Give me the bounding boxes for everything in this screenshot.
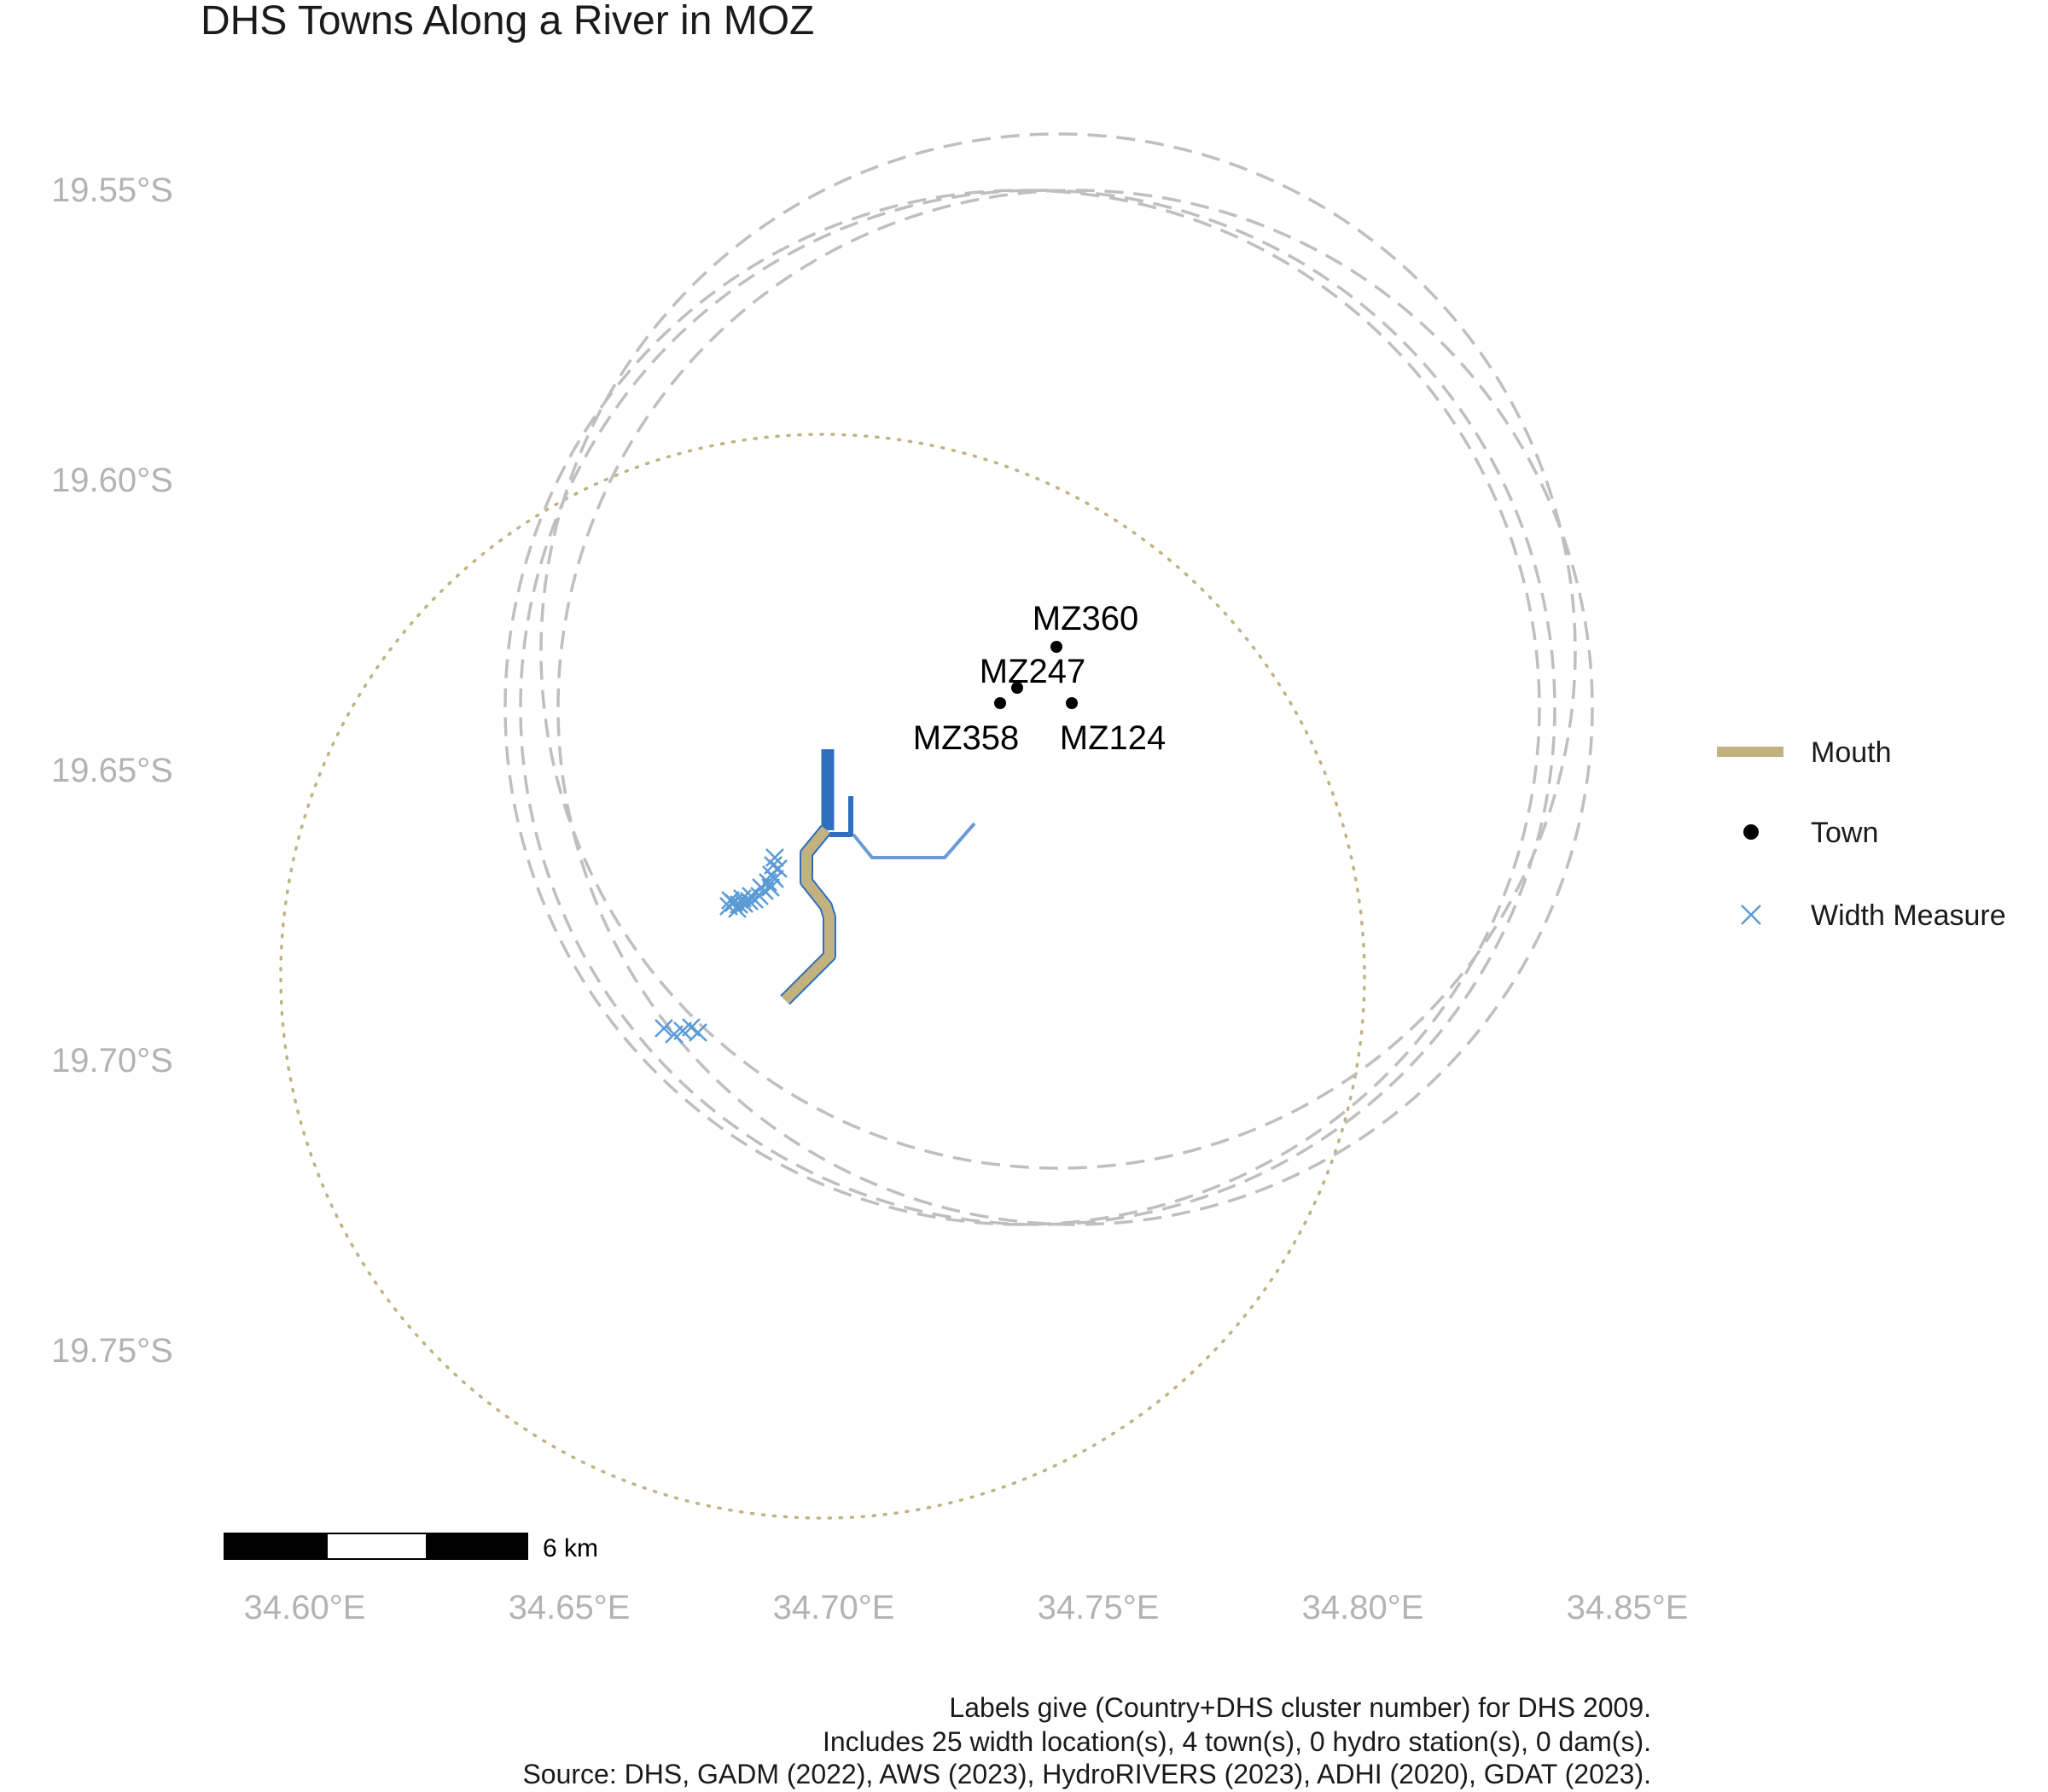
town-marker <box>1011 682 1023 694</box>
legend-label-width-measure: Width Measure <box>1811 899 2006 932</box>
x-tick-label: 34.80°E <box>1302 1589 1424 1626</box>
scale-bar-segment <box>224 1533 328 1560</box>
legend: Mouth Town Width Measure <box>1717 736 2006 932</box>
width-measure-marker <box>752 878 771 897</box>
legend-town-swatch <box>1743 824 1759 840</box>
legend-width-measure-swatch <box>1741 905 1761 925</box>
scale-bar: 6 km <box>224 1533 598 1562</box>
town-label: MZ247 <box>980 653 1086 690</box>
y-tick-label: 19.55°S <box>51 172 173 209</box>
y-tick-label: 19.75°S <box>51 1332 173 1370</box>
width-measure-marker <box>721 891 740 910</box>
width-measure-marker <box>689 1023 707 1042</box>
y-tick-label: 19.65°S <box>51 752 173 789</box>
x-tick-label: 34.85°E <box>1567 1589 1689 1626</box>
town-label: MZ124 <box>1060 719 1167 757</box>
y-tick-label: 19.70°S <box>51 1042 173 1079</box>
mouth-buffer-circle <box>279 433 1366 1520</box>
river-tributary <box>852 822 976 859</box>
town-buffer-circle <box>503 189 1541 1226</box>
x-tick-label: 34.70°E <box>773 1589 895 1626</box>
town-marker <box>1066 697 1078 709</box>
scale-bar-segment <box>326 1533 428 1560</box>
town-buffer-circle <box>519 189 1556 1226</box>
width-measure-marker <box>740 892 759 911</box>
width-measure-marker <box>761 878 780 897</box>
river-tributary <box>829 796 853 837</box>
town-buffer-circle <box>556 189 1594 1226</box>
river-mouth-reach <box>781 826 835 1004</box>
town-buffer-circles <box>503 132 1594 1226</box>
x-tick-label: 34.65°E <box>509 1589 631 1626</box>
scale-bar-label: 6 km <box>543 1534 598 1562</box>
caption-line: Source: DHS, GADM (2022), AWS (2023), Hy… <box>522 1759 1651 1789</box>
y-axis: 19.55°S 19.60°S 19.65°S 19.70°S 19.75°S <box>51 172 173 1370</box>
caption: Labels give (Country+DHS cluster number)… <box>522 1692 1651 1789</box>
scale-bar-segment <box>426 1533 528 1560</box>
legend-label-town: Town <box>1811 817 1878 849</box>
town-label: MZ360 <box>1033 600 1139 637</box>
width-measure-marker <box>655 1019 673 1038</box>
legend-label-mouth: Mouth <box>1811 736 1892 769</box>
width-measure-marker <box>765 848 784 867</box>
town-marker <box>1050 641 1062 653</box>
town-marker <box>994 697 1006 709</box>
width-measure-marker <box>728 899 747 918</box>
x-axis: 34.60°E 34.65°E 34.70°E 34.75°E 34.80°E … <box>244 1589 1689 1626</box>
towns: MZ360 MZ247 MZ358 MZ124 <box>913 600 1167 757</box>
x-tick-label: 34.60°E <box>244 1589 366 1626</box>
x-tick-label: 34.75°E <box>1038 1589 1160 1626</box>
caption-line: Labels give (Country+DHS cluster number)… <box>949 1692 1651 1723</box>
town-buffer-circle <box>539 132 1577 1170</box>
map-title: DHS Towns Along a River in MOZ <box>201 0 814 44</box>
town-label: MZ358 <box>913 719 1020 757</box>
river-network <box>780 749 976 1005</box>
width-measure-markers <box>655 848 788 1044</box>
caption-line: Includes 25 width location(s), 4 town(s)… <box>823 1726 1651 1757</box>
y-tick-label: 19.60°S <box>51 462 173 499</box>
